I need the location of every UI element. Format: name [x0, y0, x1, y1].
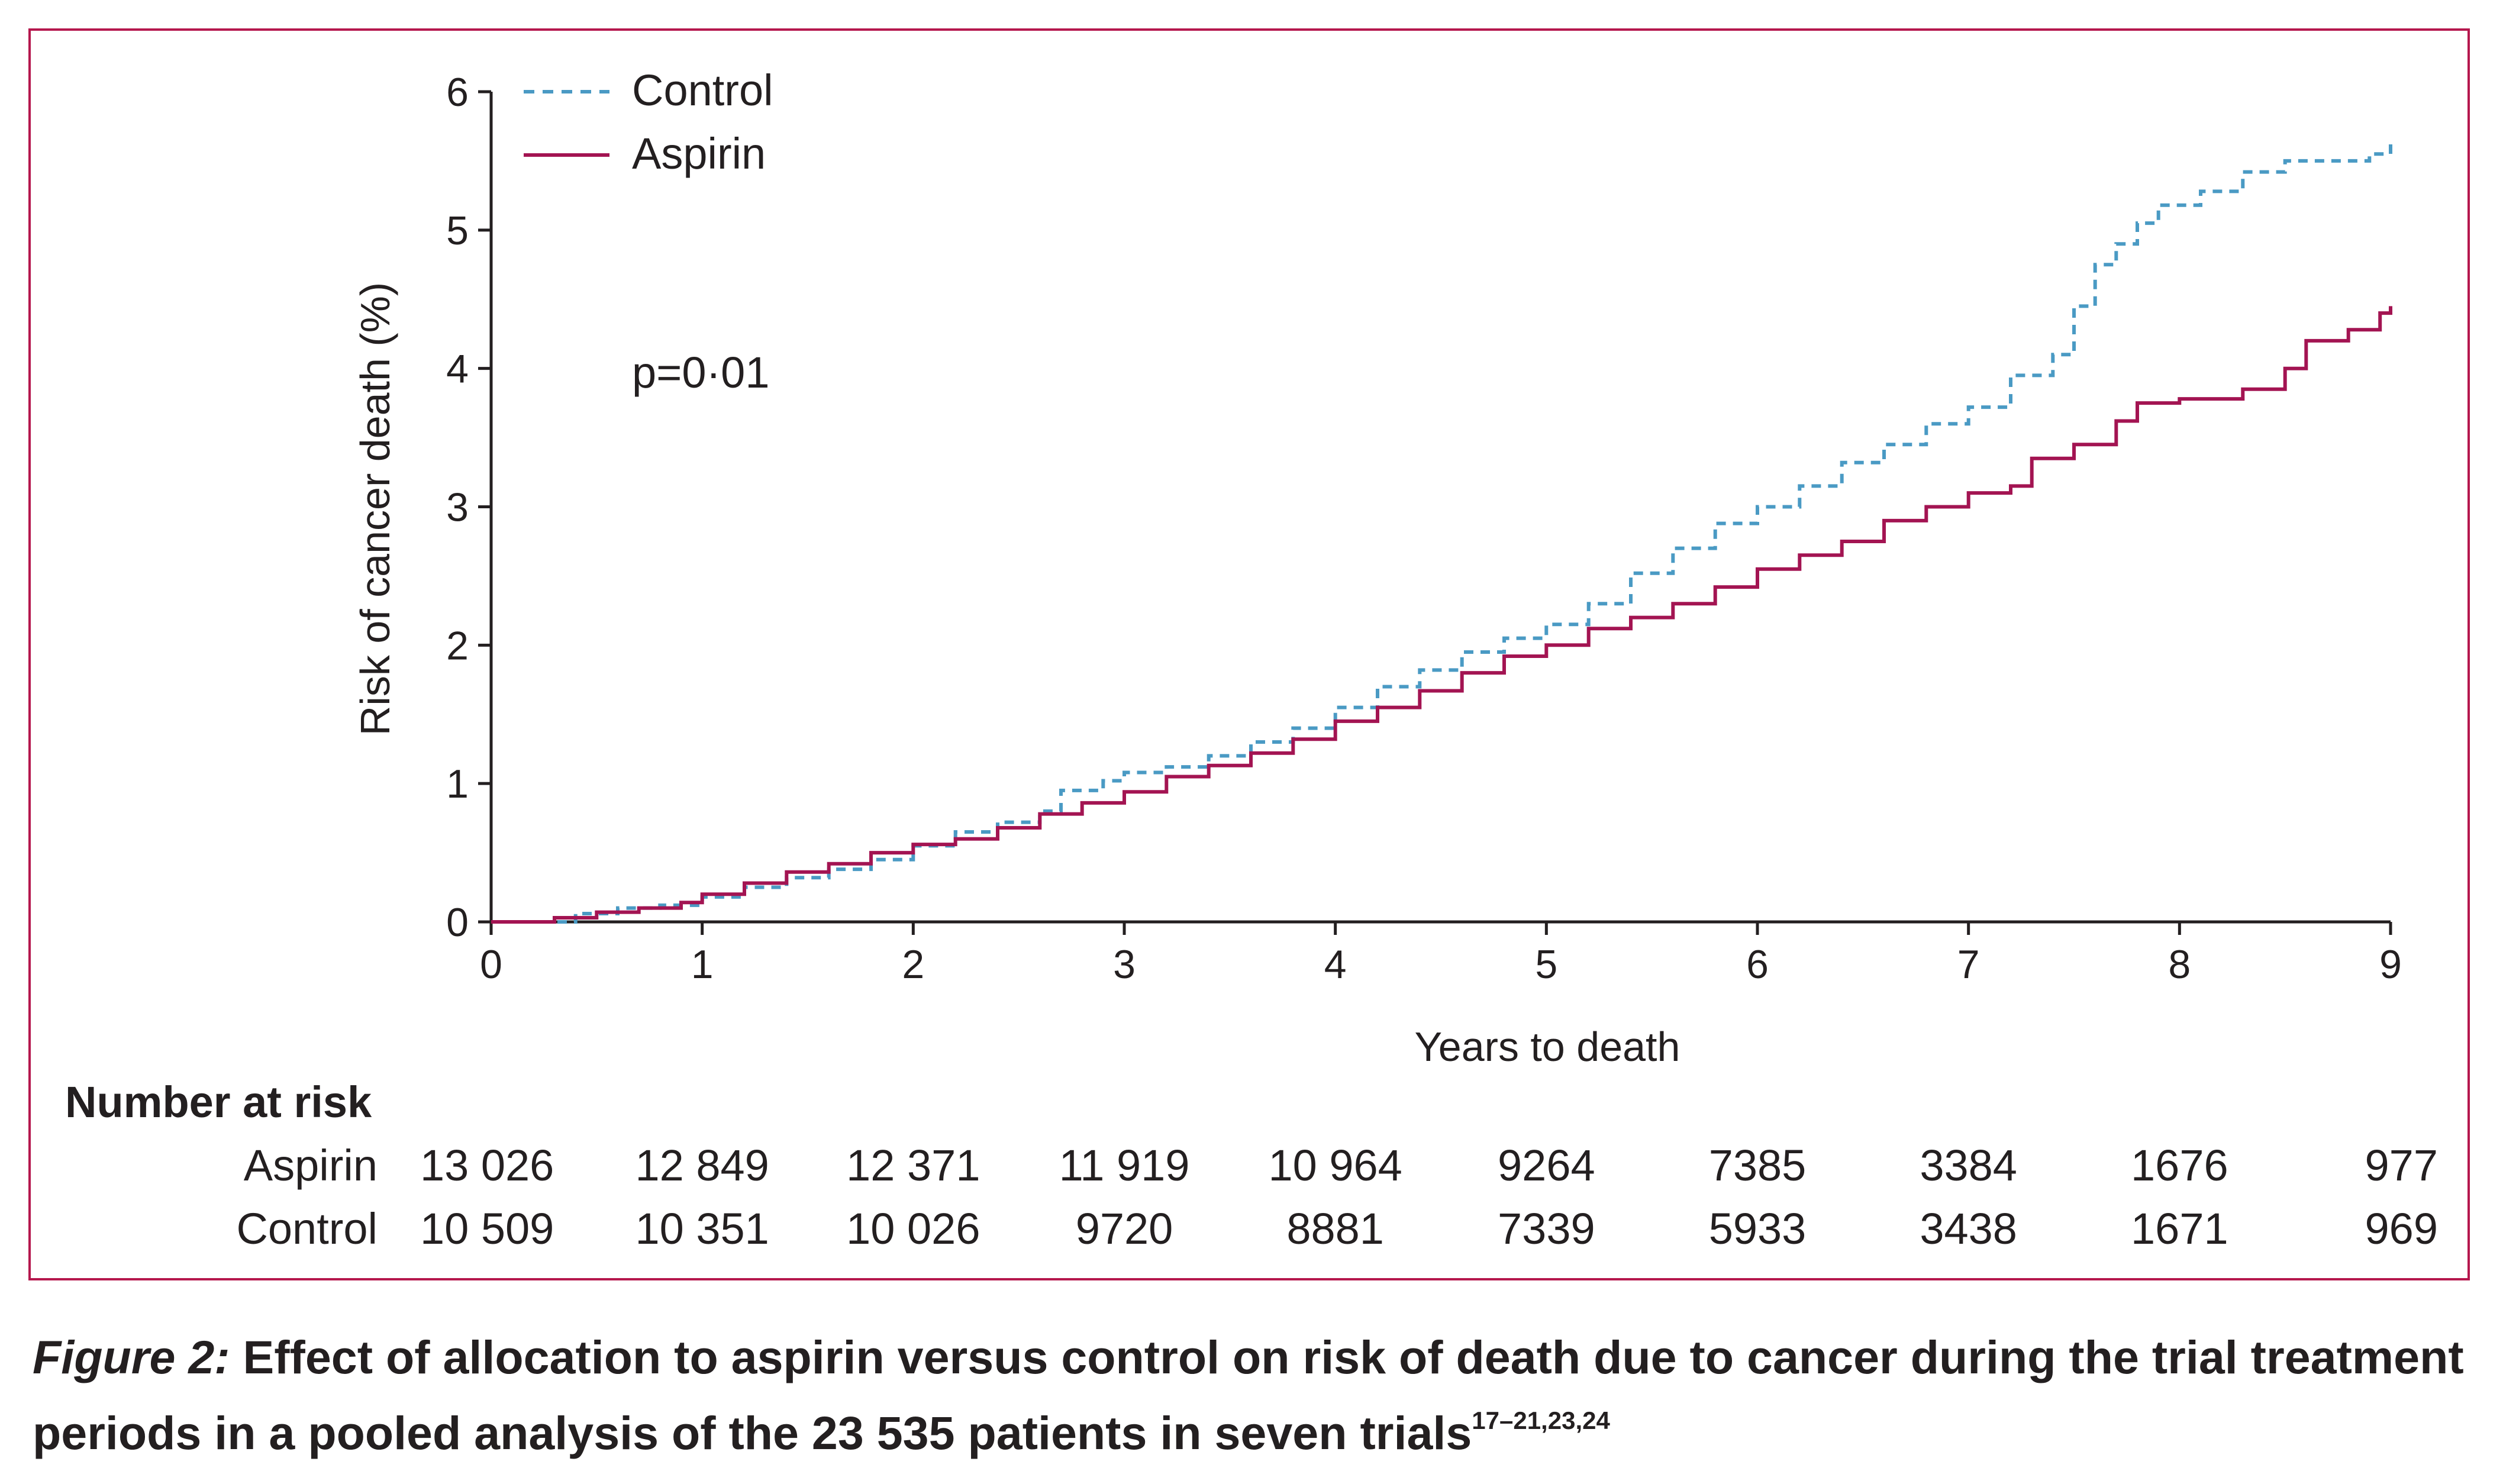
figure-label: Figure 2:: [33, 1331, 230, 1383]
x-tick-label: 1: [691, 942, 714, 987]
risk-value-control: 7339: [1498, 1204, 1595, 1253]
number-at-risk-table: 13 026 12 849 12 371 11 919 10 964 9264 7385 33…: [420, 1141, 2438, 1253]
y-axis-title: Risk of cancer death (%): [352, 282, 398, 735]
risk-value-aspirin: 1676: [2131, 1141, 2228, 1190]
risk-value-aspirin: 13 026: [420, 1141, 554, 1190]
figure-caption: Figure 2: Effect of allocation to aspiri…: [33, 1320, 2470, 1471]
figure-frame: [28, 28, 2470, 1280]
legend-label-aspirin: Aspirin: [632, 129, 766, 178]
y-tick-label: 5: [446, 208, 469, 253]
y-tick-label: 2: [446, 623, 469, 668]
y-tick-label: 3: [446, 485, 469, 530]
x-tick-label: 2: [902, 942, 924, 987]
x-tick-label: 8: [2168, 942, 2191, 987]
risk-value-control: 10 509: [420, 1204, 554, 1253]
risk-value-aspirin: 12 849: [635, 1141, 769, 1190]
risk-value-aspirin: 9264: [1498, 1141, 1595, 1190]
risk-value-control: 10 351: [635, 1204, 769, 1253]
y-tick-label: 0: [446, 900, 469, 945]
legend-label-control: Control: [632, 66, 773, 115]
x-tick-label: 4: [1324, 942, 1347, 987]
x-tick-label: 6: [1746, 942, 1769, 987]
p-value-annotation: p=0·01: [632, 348, 769, 397]
caption-text: Effect of allocation to aspirin versus c…: [33, 1331, 2464, 1459]
x-tick-label: 0: [480, 942, 502, 987]
number-at-risk-heading: Number at risk: [65, 1077, 372, 1127]
risk-value-control: 1671: [2131, 1204, 2228, 1253]
risk-value-control: 8881: [1286, 1204, 1384, 1253]
x-axis-title: Years to death: [1415, 1024, 1681, 1070]
series-lines: [491, 140, 2392, 924]
risk-value-aspirin: 3384: [1920, 1141, 2017, 1190]
legend: Control Aspirin: [524, 66, 773, 178]
series-line-aspirin: [491, 306, 2392, 924]
risk-value-control: 3438: [1920, 1204, 2017, 1253]
x-tick-label: 7: [1957, 942, 1980, 987]
risk-value-aspirin: 12 371: [846, 1141, 980, 1190]
risk-value-control: 9720: [1076, 1204, 1173, 1253]
risk-row-label-aspirin: Aspirin: [244, 1141, 378, 1190]
risk-value-control: 5933: [1709, 1204, 1807, 1253]
risk-row-label-control: Control: [236, 1204, 378, 1253]
risk-value-aspirin: 977: [2365, 1141, 2438, 1190]
y-tick-label: 1: [446, 762, 469, 806]
x-tick-label: 9: [2379, 942, 2402, 987]
x-tick-label: 5: [1535, 942, 1557, 987]
risk-value-control: 10 026: [846, 1204, 980, 1253]
y-tick-label: 6: [446, 70, 469, 115]
x-tick-label: 3: [1113, 942, 1136, 987]
risk-value-aspirin: 10 964: [1268, 1141, 1402, 1190]
series-line-control: [491, 140, 2392, 924]
axes: 0 1 2 3 4 5 6 7 8 9 0 1 2 3 4 5 6: [446, 70, 2402, 987]
caption-references: 17–21,23,24: [1472, 1406, 1610, 1434]
risk-value-aspirin: 7385: [1709, 1141, 1807, 1190]
y-tick-label: 4: [446, 347, 469, 392]
risk-value-control: 969: [2365, 1204, 2438, 1253]
risk-value-aspirin: 11 919: [1059, 1141, 1190, 1190]
